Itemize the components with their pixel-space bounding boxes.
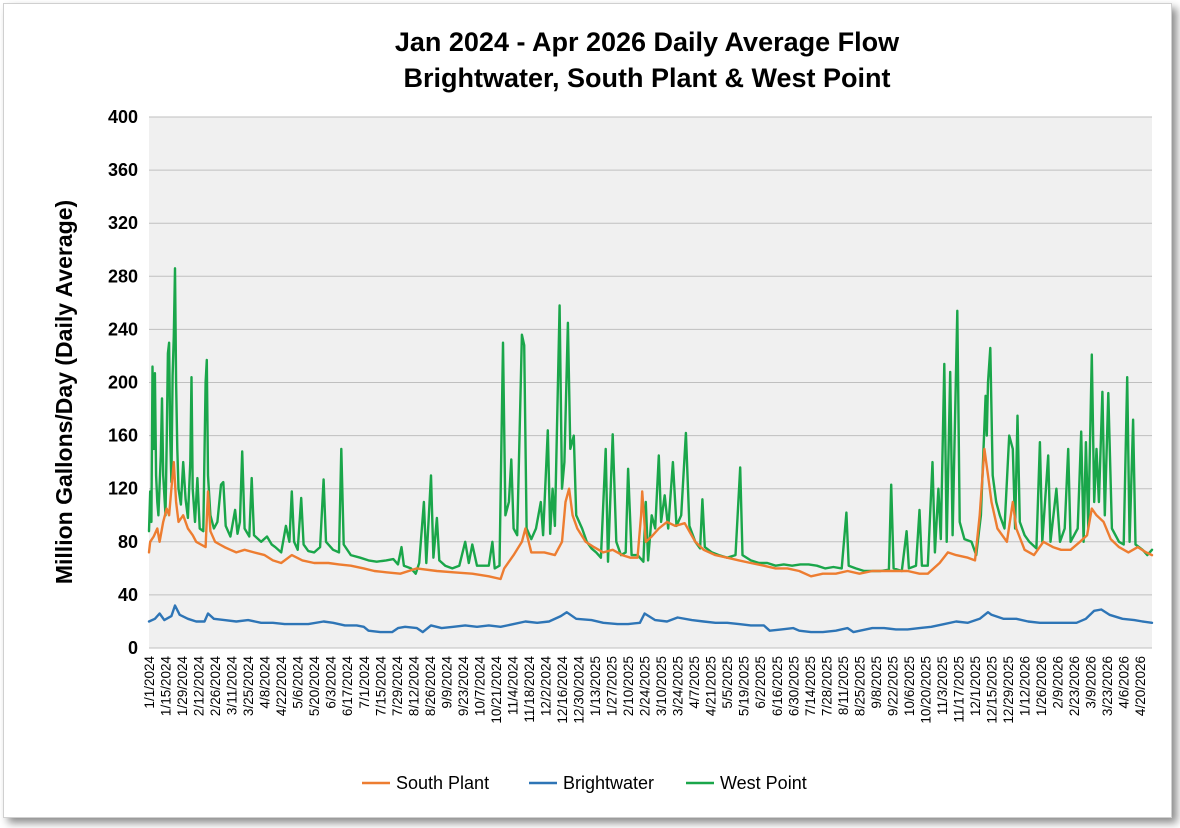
y-tick-label: 160 [108, 426, 138, 446]
chart-svg: Jan 2024 - Apr 2026 Daily Average Flow B… [51, 27, 1154, 793]
x-tick-label: 11/17/2025 [951, 656, 966, 723]
x-tick-labels: 1/1/2024 1/15/2024 1/29/2024 2/12/2024 2/26/… [142, 656, 1148, 724]
x-tick-label: 12/1/2025 [968, 656, 983, 716]
x-tick-label: 11/18/2024 [522, 656, 537, 723]
y-tick-label: 120 [108, 479, 138, 499]
series-line-south-plant [147, 447, 1154, 581]
y-tick-label: 320 [108, 213, 138, 233]
x-tick-label: 1/15/2024 [159, 656, 174, 717]
x-tick-label: 4/8/2024 [258, 656, 273, 709]
x-tick-label: 3/10/2025 [654, 656, 669, 716]
x-tick-label: 4/22/2024 [274, 656, 289, 717]
x-tick-label: 3/24/2025 [671, 656, 686, 716]
x-tick-label: 2/9/2026 [1051, 656, 1066, 709]
x-tick-label: 8/11/2025 [836, 656, 851, 715]
y-tick-label: 400 [108, 107, 138, 127]
x-tick-label: 1/12/2026 [1018, 656, 1033, 716]
y-tick-label: 80 [118, 532, 138, 552]
x-tick-label: 10/20/2025 [918, 656, 933, 724]
x-tick-label: 7/29/2024 [390, 656, 405, 717]
x-tick-label: 12/30/2024 [572, 656, 587, 724]
x-tick-label: 8/25/2025 [852, 656, 867, 716]
legend-label: West Point [720, 773, 807, 793]
x-tick-label: 10/7/2024 [472, 656, 487, 717]
legend-item-west-point: West Point [686, 773, 807, 793]
x-tick-label: 11/3/2025 [935, 656, 950, 715]
x-tick-label: 9/23/2024 [456, 656, 471, 717]
x-tick-label: 5/19/2025 [737, 656, 752, 716]
x-tick-label: 5/5/2025 [720, 656, 735, 709]
x-tick-label: 1/26/2026 [1034, 656, 1049, 716]
x-tick-label: 4/7/2025 [687, 656, 702, 709]
x-tick-label: 6/17/2024 [340, 656, 355, 717]
x-tick-label: 9/9/2024 [439, 656, 454, 709]
x-tick-label: 1/1/2024 [142, 656, 157, 709]
x-tick-label: 10/21/2024 [489, 656, 504, 724]
x-tick-label: 12/2/2024 [538, 656, 553, 717]
legend-label: South Plant [396, 773, 489, 793]
chart-title: Jan 2024 - Apr 2026 Daily Average Flow [395, 27, 900, 57]
x-tick-label: 4/20/2026 [1133, 656, 1148, 716]
x-tick-label: 6/30/2025 [786, 656, 801, 716]
series-line-brightwater [147, 604, 1154, 634]
x-tick-label: 7/1/2024 [357, 656, 372, 709]
y-tick-label: 240 [108, 319, 138, 339]
x-tick-label: 3/25/2024 [241, 656, 256, 717]
x-tick-label: 7/28/2025 [819, 656, 834, 716]
series-lines [147, 267, 1154, 634]
legend-label: Brightwater [563, 773, 654, 793]
chart-frame: Jan 2024 - Apr 2026 Daily Average Flow B… [3, 3, 1172, 818]
x-tick-label: 5/6/2024 [291, 656, 306, 709]
x-tick-label: 12/16/2024 [555, 656, 570, 724]
legend-item-brightwater: Brightwater [529, 773, 654, 793]
x-tick-label: 1/27/2025 [605, 656, 620, 716]
x-tick-label: 3/9/2026 [1084, 656, 1099, 709]
x-tick-label: 11/4/2024 [505, 656, 520, 716]
series-line-west-point [147, 267, 1154, 575]
x-tick-label: 2/26/2024 [208, 656, 223, 717]
x-tick-label: 2/10/2025 [621, 656, 636, 716]
y-tick-label: 360 [108, 160, 138, 180]
x-tick-label: 2/23/2026 [1067, 656, 1082, 716]
x-tick-label: 8/12/2024 [406, 656, 421, 717]
x-tick-label: 7/14/2025 [803, 656, 818, 716]
x-tick-label: 7/15/2024 [373, 656, 388, 717]
x-tick-label: 9/22/2025 [885, 656, 900, 716]
x-tick-label: 6/2/2025 [753, 656, 768, 709]
x-tick-label: 6/16/2025 [770, 656, 785, 716]
x-tick-label: 3/11/2024 [225, 656, 240, 716]
x-tick-label: 3/23/2026 [1100, 656, 1115, 716]
x-tick-label: 8/26/2024 [423, 656, 438, 717]
x-tick-label: 4/6/2026 [1117, 656, 1132, 709]
y-tick-label: 200 [108, 373, 138, 393]
x-tick-label: 6/3/2024 [324, 656, 339, 709]
y-tick-label: 280 [108, 266, 138, 286]
x-tick-label: 12/15/2025 [985, 656, 1000, 724]
y-axis-label: Million Gallons/Day (Daily Average) [51, 200, 77, 584]
x-tick-label: 9/8/2025 [869, 656, 884, 709]
x-tick-label: 1/13/2025 [588, 656, 603, 716]
legend-item-south-plant: South Plant [362, 773, 489, 793]
x-tick-label: 12/29/2025 [1001, 656, 1016, 724]
x-tick-label: 5/20/2024 [307, 656, 322, 717]
x-tick-label: 10/6/2025 [902, 656, 917, 716]
x-tick-label: 2/24/2025 [638, 656, 653, 716]
y-tick-label: 0 [128, 638, 138, 658]
x-tick-label: 2/12/2024 [192, 656, 207, 717]
y-tick-labels: 0 40 80 120 160 200 240 280 320 360 400 [108, 107, 138, 658]
legend: South Plant Brightwater West Point [362, 773, 807, 793]
x-tick-label: 4/21/2025 [704, 656, 719, 716]
x-tick-label: 1/29/2024 [175, 656, 190, 717]
chart-subtitle: Brightwater, South Plant & West Point [403, 63, 890, 93]
y-tick-label: 40 [118, 585, 138, 605]
